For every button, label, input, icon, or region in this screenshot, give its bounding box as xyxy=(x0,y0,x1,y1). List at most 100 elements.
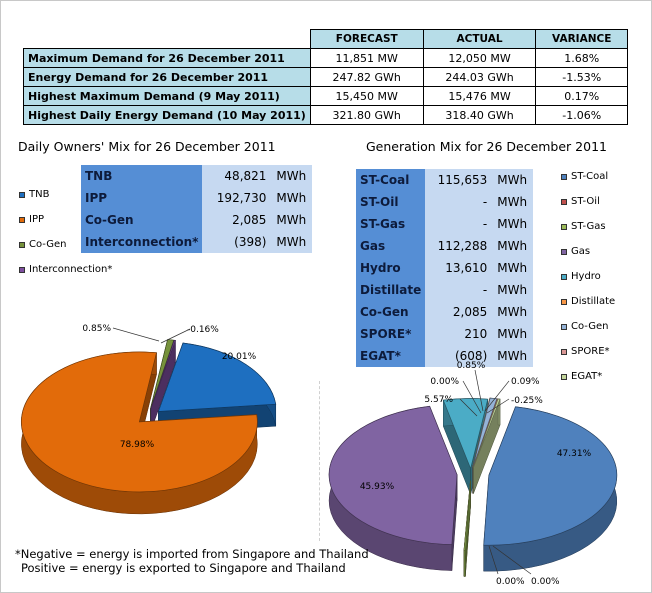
legend-swatch xyxy=(561,248,567,255)
actual-value: 244.03 GWh xyxy=(422,67,537,87)
legend-label: ST-Oil xyxy=(571,196,600,207)
summary-header-forecast: FORECAST xyxy=(309,29,424,49)
pie-slice-top xyxy=(463,480,471,551)
divider xyxy=(319,381,320,541)
table-row: Energy Demand for 26 December 2011 247.8… xyxy=(23,67,628,87)
legend-label: Hydro xyxy=(571,271,601,282)
legend-label: SPORE* xyxy=(571,346,610,357)
fuel-value: - xyxy=(425,213,494,235)
owners-mix-title: Daily Owners' Mix for 26 December 2011 xyxy=(18,139,276,154)
legend-swatch xyxy=(19,241,25,248)
owner-value: 48,821 xyxy=(202,165,273,187)
legend-item: Co-Gen xyxy=(19,239,67,250)
legend-item: Gas xyxy=(561,246,590,257)
pie-leader-line xyxy=(484,380,510,412)
fuel-unit: MWh xyxy=(493,279,534,301)
table-row: SPORE* 210 MWh xyxy=(356,323,534,345)
table-row: IPP 192,730 MWh xyxy=(81,187,313,209)
summary-table: FORECAST ACTUAL VARIANCE Maximum Demand … xyxy=(23,29,628,125)
legend-item: ST-Gas xyxy=(561,221,606,232)
owners-mix-table: TNB 48,821 MWh IPP 192,730 MWh Co-Gen 2,085 MW… xyxy=(81,165,313,253)
legend-item: Interconnection* xyxy=(19,264,112,275)
pie-slice-top xyxy=(157,342,277,412)
owner-value: 2,085 xyxy=(202,209,273,231)
owner-unit: MWh xyxy=(272,187,313,209)
owner-unit: MWh xyxy=(272,231,313,253)
actual-value: 12,050 MW xyxy=(422,48,537,68)
legend-item: ST-Coal xyxy=(561,171,608,182)
fuel-name: Distillate xyxy=(356,279,426,301)
pie-slice xyxy=(21,351,258,515)
table-row: Interconnection* (398) MWh xyxy=(81,231,313,253)
pie-data-label: 0.00% xyxy=(430,377,459,387)
table-row: Co-Gen 2,085 MWh xyxy=(356,301,534,323)
legend-swatch xyxy=(561,173,567,180)
legend-label: EGAT* xyxy=(571,371,603,382)
pie-data-label: -0.25% xyxy=(511,396,543,406)
legend-item: Distillate xyxy=(561,296,615,307)
legend-swatch xyxy=(561,373,567,380)
legend-swatch xyxy=(19,191,25,198)
legend-item: Co-Gen xyxy=(561,321,609,332)
pie-data-label: 78.98% xyxy=(120,440,155,450)
table-row: Highest Daily Energy Demand (10 May 2011… xyxy=(23,105,628,125)
pie-slice xyxy=(150,339,176,431)
forecast-value: 247.82 GWh xyxy=(309,67,424,87)
variance-value: -1.06% xyxy=(535,105,628,125)
legend-swatch xyxy=(561,273,567,280)
legend-swatch xyxy=(561,223,567,230)
pie-data-label: 47.31% xyxy=(557,449,592,459)
pie-slice-top xyxy=(150,339,176,409)
pie-data-label: 0.00% xyxy=(496,577,525,587)
footnote-line: Positive = energy is exported to Singapo… xyxy=(21,561,346,575)
owner-name: Interconnection* xyxy=(81,231,203,253)
row-label: Energy Demand for 26 December 2011 xyxy=(23,67,311,87)
footnote: *Negative = energy is imported from Sing… xyxy=(15,547,369,575)
fuel-unit: MWh xyxy=(493,235,534,257)
fuel-name: ST-Oil xyxy=(356,191,426,213)
pie-data-label: 0.85% xyxy=(82,324,111,334)
pie-slice-top xyxy=(328,405,458,545)
owner-value: 192,730 xyxy=(202,187,273,209)
legend-item: ST-Oil xyxy=(561,196,600,207)
forecast-value: 321.80 GWh xyxy=(309,105,424,125)
pie-data-label: 0.09% xyxy=(511,377,540,387)
row-label: Highest Maximum Demand (9 May 2011) xyxy=(23,86,311,106)
legend-swatch xyxy=(561,348,567,355)
pie-slice xyxy=(473,398,501,494)
table-row: Hydro 13,610 MWh xyxy=(356,257,534,279)
summary-header-row: FORECAST ACTUAL VARIANCE xyxy=(23,29,628,49)
fuel-unit: MWh xyxy=(493,345,534,367)
variance-value: 0.17% xyxy=(535,86,628,106)
pie-leader-line xyxy=(462,380,482,414)
legend-label: IPP xyxy=(29,214,45,225)
owner-name: IPP xyxy=(81,187,203,209)
legend-item: IPP xyxy=(19,214,44,225)
pie-leader-line xyxy=(488,545,499,575)
pie-data-label: -0.16% xyxy=(187,325,219,335)
fuel-unit: MWh xyxy=(493,301,534,323)
pie-chart-2: 47.31% 0.00% 0.00% 45.93% 5.57% 0.00% 0.85% 0.0… xyxy=(328,361,618,587)
fuel-name: Gas xyxy=(356,235,426,257)
row-label: Highest Daily Energy Demand (10 May 2011… xyxy=(23,105,311,125)
owner-value: (398) xyxy=(202,231,273,253)
owner-unit: MWh xyxy=(272,209,313,231)
fuel-unit: MWh xyxy=(493,323,534,345)
table-row: ST-Gas - MWh xyxy=(356,213,534,235)
legend-item: TNB xyxy=(19,189,49,200)
pie-leader-line xyxy=(486,398,510,414)
legend-label: Co-Gen xyxy=(29,239,67,250)
actual-value: 318.40 GWh xyxy=(422,105,537,125)
pie-slice xyxy=(483,406,618,572)
legend-swatch xyxy=(561,298,567,305)
legend-label: Interconnection* xyxy=(29,264,113,275)
fuel-value: - xyxy=(425,279,494,301)
owner-unit: MWh xyxy=(272,165,313,187)
fuel-unit: MWh xyxy=(493,213,534,235)
legend-swatch xyxy=(19,266,25,273)
footnote-line: *Negative = energy is imported from Sing… xyxy=(15,547,369,561)
legend-swatch xyxy=(561,198,567,205)
legend-item: EGAT* xyxy=(561,371,602,382)
fuel-value: 112,288 xyxy=(425,235,494,257)
